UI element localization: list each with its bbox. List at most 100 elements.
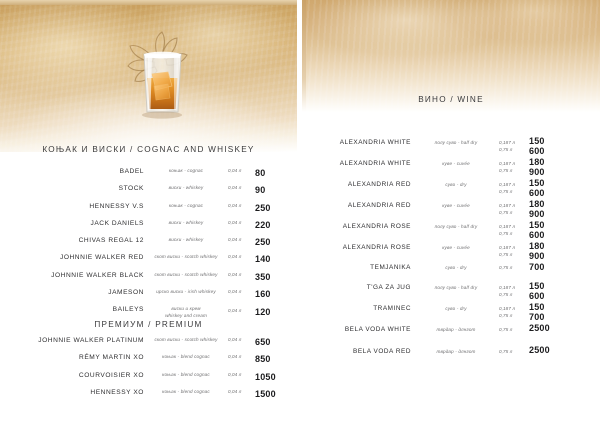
page-gutter — [297, 0, 302, 425]
menu-item-row[interactable]: COURVOISIER XO коњак - blend cognac 0,04… — [0, 372, 297, 389]
volume-value: 0,75 л — [499, 230, 513, 236]
menu-item-row[interactable]: ALEXANDRIA WHITE кувe - cuvée 0,187 л 0,… — [302, 157, 600, 178]
item-volume: 0,04 л — [228, 168, 242, 173]
menu-item-row[interactable]: ALEXANDRIA ROSE кувe - cuvée 0,187 л 0,7… — [302, 241, 600, 262]
item-name: TEMJANIKA — [370, 263, 411, 271]
section-title-premium: ПРЕМИУМ / PREMIUM — [94, 320, 203, 329]
menu-item-row[interactable]: TEMJANIKA суво - dry 0,75 л 700 — [302, 262, 600, 281]
item-desc: суво - dry — [445, 182, 467, 187]
menu-item-row[interactable]: JOHNNIE WALKER RED скот виски - scotch w… — [0, 254, 297, 271]
item-desc: виски и крем whiskey and cream — [165, 306, 207, 318]
item-volume: 0,04 л — [228, 202, 242, 208]
page-top-edge-left — [0, 0, 297, 5]
item-price: 650 — [255, 337, 271, 347]
item-desc: виски - whiskey — [168, 237, 204, 243]
menu-item-row[interactable]: BADEL коњак - cognac 0,04 л 80 — [0, 168, 297, 185]
price-value: 700 — [529, 262, 545, 272]
menu-item-row[interactable]: HENNESSY V.S коњак - cognac 0,04 л 250 — [0, 203, 297, 220]
item-volumes: 0,75 л — [495, 323, 525, 333]
volume-value: 0,187 л — [499, 223, 516, 229]
item-desc: скот виски - scotch whiskey — [154, 271, 218, 277]
menu-item-row[interactable]: BAILEYS виски и крем whiskey and cream 0… — [0, 306, 297, 323]
price-value: 600 — [529, 291, 545, 302]
menu-item-row[interactable]: ALEXANDRIA WHITE полу суво - half dry 0,… — [302, 136, 600, 157]
menu-item-row[interactable]: JOHNNIE WALKER BLACK скот виски - scotch… — [0, 272, 297, 289]
item-desc: полу суво - half dry — [434, 224, 478, 229]
item-desc: коњак - cognac — [168, 202, 204, 208]
item-name: HENNESSY V.S — [89, 202, 144, 210]
item-price: 160 — [255, 289, 271, 300]
menu-item-row[interactable]: BELA VODA RED тврдap - длнгот 0,75 л 250… — [302, 345, 600, 365]
volume-value: 0,75 л — [499, 167, 513, 173]
item-prices: 150 600 — [525, 178, 569, 199]
price-value: 180 — [529, 157, 545, 167]
item-name: BELA VODA WHITE — [344, 325, 411, 333]
item-price: 350 — [255, 271, 271, 282]
item-prices: 150 600 — [525, 136, 569, 157]
price-value: 150 — [529, 220, 545, 230]
menu-item-row[interactable]: JAMESON ирско виски - irish whiskey 0,04… — [0, 289, 297, 306]
item-volume: 0,04 л — [228, 371, 242, 377]
menu-item-row[interactable]: ALEXANDRIA RED кувe - cuvée 0,187 л 0,75… — [302, 199, 600, 220]
item-price: 1050 — [255, 371, 276, 382]
item-desc: полу суво - half dry — [434, 140, 478, 145]
menu-item-row[interactable]: T'GA ZA JUG полу суво - half dry 0,187 л… — [302, 281, 600, 302]
item-volumes: 0,75 л — [495, 345, 525, 355]
price-value: 700 — [529, 312, 545, 323]
price-value: 180 — [529, 241, 545, 251]
item-prices: 2500 — [525, 323, 569, 333]
price-value: 2500 — [529, 323, 550, 333]
volume-value: 0,75 л — [499, 251, 513, 257]
item-prices: 180 900 — [525, 241, 569, 262]
price-value: 180 — [529, 199, 545, 209]
item-name: COURVOISIER XO — [78, 371, 144, 379]
item-name: JOHNNIE WALKER PLATINUM — [38, 337, 144, 344]
menu-item-row[interactable]: JACK DANIELS виски - whiskey 0,04 л 220 — [0, 220, 297, 237]
menu-item-row[interactable]: ALEXANDRIA ROSE полу суво - half dry 0,1… — [302, 220, 600, 241]
item-desc: коњак - blend cognac — [162, 354, 210, 360]
volume-value: 0,75 л — [499, 326, 513, 332]
gold-texture-background-right — [302, 0, 600, 112]
page-right-wine: ВИНО / WINE ALEXANDRIA WHITE полу суво -… — [302, 0, 600, 425]
item-volume: 0,04 л — [228, 337, 242, 342]
volume-value: 0,187 л — [499, 202, 516, 208]
price-value: 150 — [529, 178, 545, 188]
volume-value: 0,187 л — [499, 160, 516, 166]
item-volume: 0,04 л — [228, 185, 242, 191]
item-name: ALEXANDRIA RED — [347, 180, 411, 188]
price-value: 600 — [529, 230, 545, 241]
item-price: 850 — [255, 354, 271, 365]
item-desc: коњак - cognac — [168, 168, 204, 173]
menu-item-row[interactable]: TRAMINEC суво - dry 0,187 л 0,75 л 150 7… — [302, 302, 600, 323]
item-name: ALEXANDRIA RED — [347, 201, 411, 209]
item-volumes: 0,187 л 0,75 л — [495, 199, 525, 216]
menu-item-row[interactable]: RÉMY MARTIN XO коњак - blend cognac 0,04… — [0, 354, 297, 371]
volume-value: 0,75 л — [499, 146, 513, 152]
item-price: 250 — [255, 237, 271, 248]
item-volumes: 0,187 л 0,75 л — [495, 220, 525, 237]
volume-value: 0,187 л — [499, 244, 516, 250]
item-volume: 0,04 л — [228, 308, 242, 314]
menu-item-row[interactable]: ALEXANDRIA RED суво - dry 0,187 л 0,75 л… — [302, 178, 600, 199]
volume-value: 0,187 л — [499, 284, 516, 290]
menu-item-row[interactable]: CHIVAS REGAL 12 виски - whiskey 0,04 л 2… — [0, 237, 297, 254]
item-prices: 150 600 — [525, 281, 569, 302]
menu-item-row[interactable]: BELA VODA WHITE тврдap - длнгот 0,75 л 2… — [302, 323, 600, 345]
item-desc: коњак - blend cognac — [162, 388, 210, 394]
item-price: 90 — [255, 185, 266, 196]
menu-item-row[interactable]: HENNESSY XO коњак - blend cognac 0,04 л … — [0, 389, 297, 406]
item-prices: 700 — [525, 262, 569, 272]
item-name: JACK DANIELS — [90, 219, 144, 227]
page-left-cognac-whiskey: КОЊАК И ВИСКИ / COGNAC AND WHISKEY BADEL… — [0, 0, 297, 425]
menu-item-row[interactable]: JOHNNIE WALKER PLATINUM скот виски - sco… — [0, 337, 297, 354]
item-volume: 0,04 л — [228, 354, 242, 360]
menu-list-cognac-whiskey: BADEL коњак - cognac 0,04 л 80 STOCK вис… — [0, 168, 297, 324]
item-desc: скот виски - scotch whiskey — [154, 337, 218, 342]
item-volume: 0,04 л — [228, 289, 242, 295]
item-desc: кувe - cuvée — [442, 203, 470, 208]
item-volume: 0,04 л — [228, 219, 242, 225]
item-desc: тврдap - длнгот — [436, 349, 476, 354]
item-desc: виски - whiskey — [168, 219, 204, 225]
volume-value: 0,187 л — [499, 139, 516, 145]
menu-item-row[interactable]: STOCK виски - whiskey 0,04 л 90 — [0, 185, 297, 202]
